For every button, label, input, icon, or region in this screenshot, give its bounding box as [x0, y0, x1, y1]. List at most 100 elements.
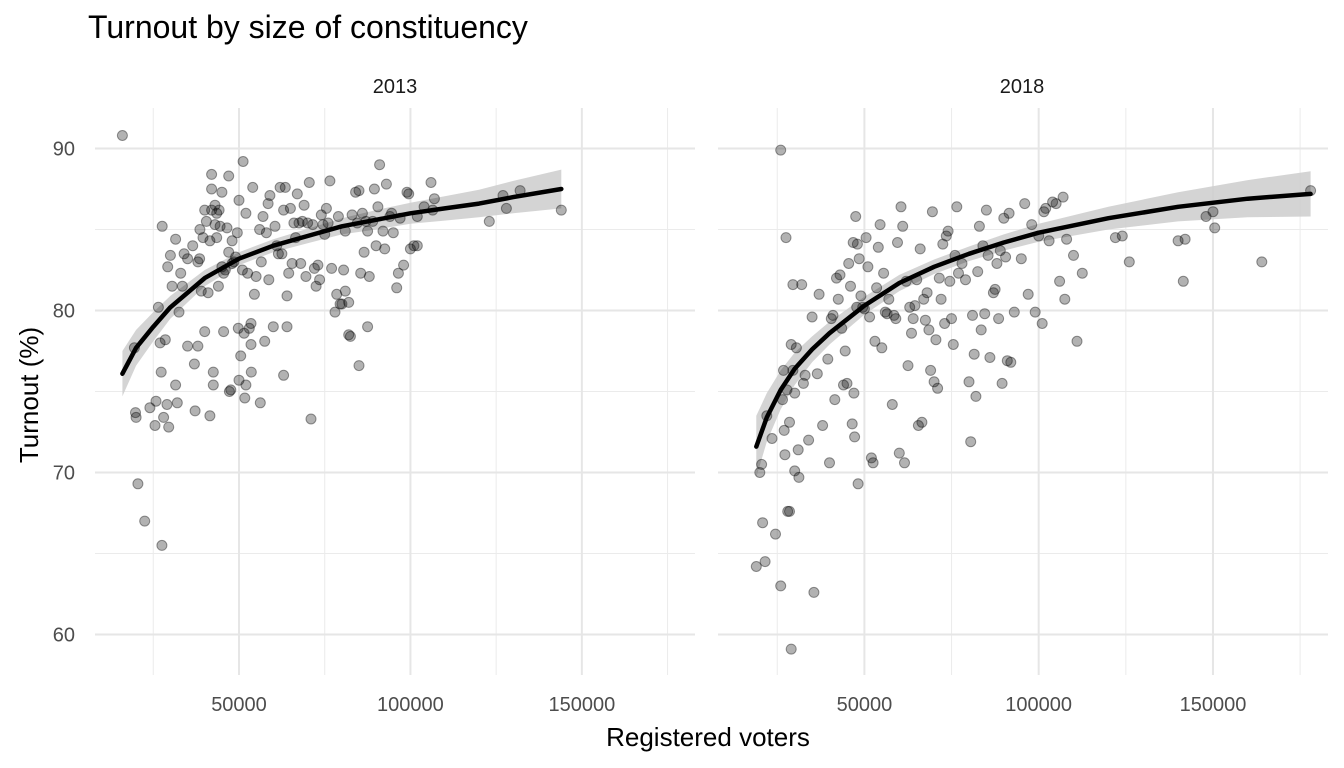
data-point	[813, 288, 825, 300]
data-point	[156, 539, 168, 551]
data-point	[380, 178, 392, 190]
data-point	[831, 272, 842, 284]
data-point	[353, 360, 365, 372]
data-point	[233, 194, 245, 206]
data-point	[211, 232, 223, 244]
data-point	[848, 387, 860, 399]
data-point	[865, 452, 877, 464]
data-point	[245, 366, 257, 378]
data-point	[756, 458, 768, 470]
data-point	[339, 285, 351, 297]
data-point	[775, 144, 787, 156]
data-point	[775, 580, 787, 592]
data-point	[770, 528, 781, 540]
data-point	[322, 217, 334, 229]
data-point	[278, 369, 290, 381]
data-point	[425, 177, 437, 188]
data-point	[984, 352, 996, 363]
data-point	[199, 326, 211, 338]
data-point	[1116, 230, 1128, 242]
x-tick-label: 100000	[1005, 694, 1072, 716]
data-point	[796, 279, 808, 291]
data-point	[363, 271, 375, 282]
data-point	[374, 159, 386, 171]
data-point	[876, 342, 888, 354]
data-point	[338, 264, 350, 276]
data-point	[1179, 233, 1191, 245]
data-point	[960, 274, 971, 286]
data-point	[1029, 306, 1041, 318]
data-point	[834, 269, 846, 281]
data-point	[904, 301, 916, 313]
data-point	[278, 204, 290, 216]
data-point	[918, 293, 930, 305]
data-point	[158, 411, 170, 423]
data-point	[130, 407, 141, 419]
data-point	[281, 321, 293, 333]
data-point	[192, 340, 204, 352]
data-point	[152, 301, 164, 313]
data-point	[778, 424, 790, 436]
data-point	[951, 201, 963, 213]
data-point	[353, 185, 365, 197]
data-point	[194, 224, 206, 235]
data-point	[1026, 219, 1038, 231]
data-point	[326, 262, 338, 274]
y-tick-label: 90	[53, 139, 75, 161]
data-point	[555, 204, 567, 216]
data-point	[288, 217, 300, 229]
data-point	[187, 240, 199, 252]
data-point	[937, 238, 949, 250]
data-point	[930, 334, 942, 346]
data-point	[757, 517, 769, 529]
data-point	[1003, 207, 1015, 219]
data-point	[973, 220, 985, 232]
data-point	[350, 186, 362, 198]
data-point	[946, 313, 957, 325]
data-point	[822, 353, 834, 365]
data-point	[912, 420, 924, 431]
data-point	[237, 156, 249, 167]
data-point	[264, 190, 276, 201]
data-point	[892, 237, 903, 248]
data-point	[182, 340, 194, 352]
data-point	[963, 376, 975, 388]
data-point	[240, 207, 252, 219]
data-point	[881, 308, 893, 320]
data-point	[972, 266, 984, 278]
data-point	[336, 298, 348, 310]
data-point	[132, 478, 144, 490]
data-point	[178, 248, 190, 260]
data-point	[254, 397, 266, 409]
data-point	[878, 267, 890, 279]
data-point	[159, 334, 171, 346]
data-point	[1076, 267, 1088, 279]
data-point	[942, 225, 954, 237]
data-point	[926, 206, 938, 218]
data-point	[161, 399, 173, 410]
data-point	[207, 379, 219, 391]
x-axis-title: Registered voters	[606, 722, 810, 752]
data-point	[1123, 256, 1135, 268]
data-point	[164, 249, 176, 261]
data-point	[225, 384, 237, 396]
data-point	[500, 202, 512, 214]
data-point	[996, 377, 1008, 389]
data-point	[785, 339, 797, 350]
data-point	[387, 227, 399, 239]
data-point	[1177, 275, 1189, 287]
data-point	[1172, 235, 1184, 247]
data-point	[207, 366, 219, 378]
data-point	[130, 411, 142, 423]
data-point	[782, 505, 794, 517]
data-point	[298, 199, 310, 211]
data-point	[787, 279, 799, 291]
data-point	[1000, 251, 1012, 263]
y-tick-label: 70	[53, 463, 75, 485]
data-point	[206, 168, 218, 180]
data-point	[849, 431, 861, 443]
data-point	[1057, 191, 1069, 203]
data-point	[238, 327, 250, 339]
data-point	[932, 382, 944, 394]
data-point	[803, 434, 815, 446]
